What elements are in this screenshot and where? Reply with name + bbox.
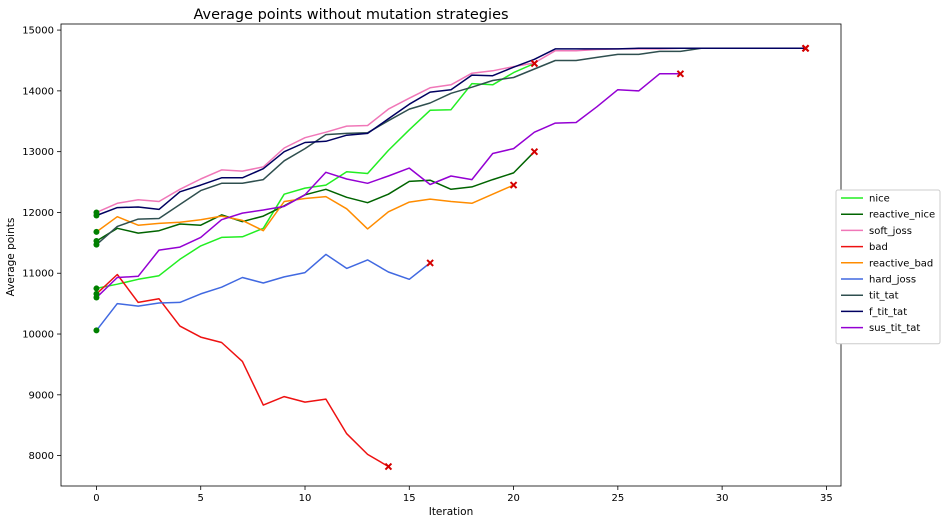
y-tick-label: 9000 xyxy=(29,390,54,401)
legend-item: tit_tat xyxy=(841,291,899,302)
legend-item: reactive_nice xyxy=(841,210,935,221)
chart-title: Average points without mutation strategi… xyxy=(193,7,508,23)
y-axis: 8000 9000 10000 11000 12000 13000 14000 15000 xyxy=(22,26,61,462)
end-marker-nice xyxy=(530,59,539,68)
legend-item: nice xyxy=(841,194,890,205)
legend-label: hard_joss xyxy=(869,275,916,286)
x-tick-label: 15 xyxy=(403,493,416,504)
end-marker-reactive_bad xyxy=(509,181,518,189)
legend-item: hard_joss xyxy=(841,275,916,286)
y-tick-label: 13000 xyxy=(22,147,54,158)
x-tick-label: 10 xyxy=(299,493,312,504)
y-tick-label: 10000 xyxy=(22,330,54,341)
start-marker-tit_tat xyxy=(93,241,100,248)
start-marker-f_tit_tat xyxy=(93,212,100,219)
end-marker-stroke xyxy=(530,147,539,156)
series-line-reactive_bad xyxy=(96,184,514,233)
x-tick-label: 20 xyxy=(507,493,520,504)
legend-label: tit_tat xyxy=(869,291,899,302)
series-line-hard_joss xyxy=(95,253,431,331)
end-marker-reactive_nice xyxy=(530,147,539,156)
y-tick-label: 12000 xyxy=(22,208,54,219)
legend-label: reactive_bad xyxy=(869,258,933,269)
plot-area xyxy=(60,23,842,487)
legend-label: bad xyxy=(869,242,888,253)
series-line-reactive_nice xyxy=(96,151,535,242)
y-axis-label: Average points xyxy=(5,218,17,297)
series-line-soft_joss xyxy=(96,47,806,214)
end-marker-stroke xyxy=(530,59,539,68)
x-tick-label: 0 xyxy=(93,493,99,504)
legend-label: sus_tit_tat xyxy=(869,323,920,334)
series-line-bad xyxy=(95,273,389,468)
start-marker-reactive_bad xyxy=(93,228,100,235)
end-marker-sus_tit_tat xyxy=(676,70,685,78)
end-marker-stroke xyxy=(384,462,393,471)
legend-item: reactive_bad xyxy=(841,258,933,269)
series-line-f_tit_tat xyxy=(96,47,806,217)
legend-box xyxy=(835,189,941,345)
y-tick-label: 14000 xyxy=(22,86,54,97)
y-tick-label: 11000 xyxy=(22,269,54,280)
legend-label: nice xyxy=(869,194,890,205)
series-line-sus_tit_tat xyxy=(95,73,681,299)
start-marker-hard_joss xyxy=(93,327,100,334)
end-marker-stroke xyxy=(676,70,685,78)
x-axis: 0 5 10 15 20 25 30 35 xyxy=(93,486,833,504)
end-marker-bad xyxy=(384,462,393,471)
x-tick-label: 25 xyxy=(611,493,624,504)
x-tick-label: 30 xyxy=(716,493,729,504)
end-marker-stroke xyxy=(801,44,810,53)
x-axis-label: Iteration xyxy=(429,506,474,518)
legend-item: soft_joss xyxy=(841,226,912,237)
y-tick-label: 8000 xyxy=(29,451,54,462)
legend-item: f_tit_tat xyxy=(841,307,907,318)
series-line-nice xyxy=(96,62,535,290)
start-marker-sus_tit_tat xyxy=(93,294,100,301)
x-tick-label: 5 xyxy=(198,493,204,504)
end-marker-f_tit_tat xyxy=(801,44,810,53)
legend-item: bad xyxy=(841,242,888,253)
end-marker-stroke xyxy=(509,181,518,189)
series-line-tit_tat xyxy=(96,47,806,246)
legend-item: sus_tit_tat xyxy=(841,323,920,334)
legend-label: reactive_nice xyxy=(869,210,935,221)
x-tick-label: 35 xyxy=(820,493,833,504)
end-marker-hard_joss xyxy=(426,259,434,267)
legend-label: soft_joss xyxy=(869,226,912,237)
start-marker-nice xyxy=(93,285,100,292)
y-tick-label: 15000 xyxy=(22,26,54,37)
end-marker-stroke xyxy=(426,259,434,267)
legend-label: f_tit_tat xyxy=(869,307,907,318)
